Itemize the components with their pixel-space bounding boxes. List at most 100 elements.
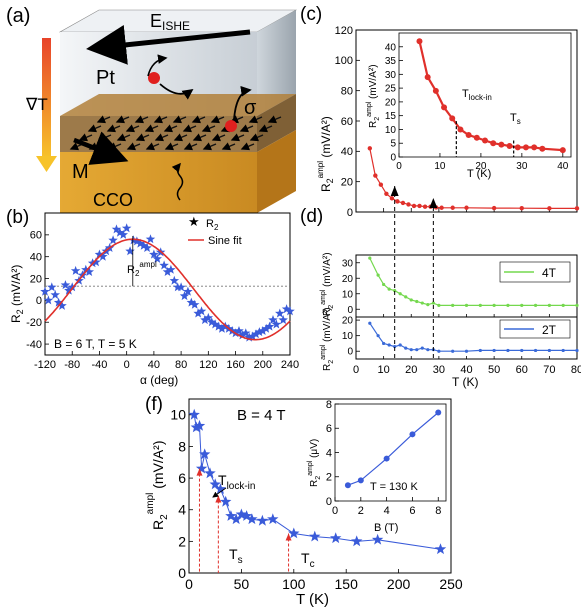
y-tick-label: 0 bbox=[36, 295, 42, 307]
y-tick-label: 120 bbox=[335, 25, 353, 37]
e-ishe-arrow bbox=[86, 25, 251, 65]
inset-data-point bbox=[482, 137, 488, 144]
y-tick-label: 0 bbox=[178, 565, 186, 581]
data-point-star bbox=[213, 321, 224, 331]
spin-arrow bbox=[202, 142, 217, 151]
spin-arrow bbox=[221, 142, 236, 151]
x-tick-label: 20 bbox=[405, 364, 417, 376]
y-tick-label: 20 bbox=[30, 273, 42, 285]
y-tick-label: 0 bbox=[347, 207, 353, 219]
f-xlabel: T (K) bbox=[296, 591, 329, 607]
spin-arrow bbox=[87, 124, 102, 133]
electron-upper bbox=[148, 72, 160, 84]
y-tick-label: 20 bbox=[342, 274, 354, 285]
x-tick-label: 0 bbox=[185, 576, 193, 592]
data-point-star bbox=[234, 326, 244, 335]
spin-arrow bbox=[153, 115, 168, 124]
data-point-star bbox=[251, 329, 261, 339]
inset-data-point bbox=[465, 131, 472, 138]
data-point bbox=[422, 204, 428, 209]
data-point bbox=[406, 202, 411, 207]
data-point bbox=[417, 203, 422, 209]
data-point bbox=[547, 206, 552, 211]
heat-wave-arrow bbox=[171, 162, 184, 201]
spin-arrow bbox=[248, 115, 263, 124]
x-tick-label: 10 bbox=[434, 161, 446, 172]
data-point bbox=[420, 346, 424, 350]
data-point-star bbox=[169, 275, 180, 285]
data-point-star bbox=[190, 421, 202, 433]
data-point bbox=[378, 182, 384, 187]
f-marker-lockin-label: Tlock-in bbox=[218, 472, 255, 492]
x-tick-label: 40 bbox=[557, 161, 569, 172]
ts-arrowhead bbox=[429, 198, 438, 208]
spin-arrow bbox=[173, 133, 188, 142]
data-point bbox=[426, 303, 430, 307]
data-point bbox=[398, 343, 402, 347]
spin-arrow bbox=[154, 133, 169, 142]
data-point bbox=[368, 321, 372, 325]
inset-data-point bbox=[383, 455, 390, 462]
data-point-star bbox=[210, 319, 220, 329]
marker-arrowhead bbox=[196, 468, 203, 476]
data-point bbox=[575, 348, 579, 353]
data-point-star bbox=[434, 543, 447, 555]
temperature-gradient-arrowhead bbox=[36, 156, 57, 172]
data-point-star bbox=[53, 297, 64, 307]
data-point-star bbox=[183, 286, 193, 296]
y-tick-label: 30 bbox=[385, 70, 397, 81]
f-inset-frame bbox=[334, 403, 447, 502]
data-point bbox=[451, 349, 455, 353]
data-point-star bbox=[193, 308, 203, 318]
x-tick-label: -40 bbox=[91, 359, 107, 371]
f-title: B = 4 T bbox=[237, 407, 286, 424]
spin-arrow bbox=[164, 142, 179, 151]
data-point bbox=[464, 303, 469, 307]
data-point bbox=[520, 348, 524, 353]
data-point bbox=[574, 206, 580, 211]
lockin-label-c: Tlock-in bbox=[462, 88, 492, 102]
data-point bbox=[376, 334, 380, 338]
y-tick-label: 0 bbox=[326, 496, 332, 508]
inset-data-point bbox=[506, 142, 513, 149]
panel-label-b: (b) bbox=[6, 207, 29, 228]
spin-arrow bbox=[210, 115, 225, 124]
y-tick-label: 10 bbox=[342, 289, 354, 300]
data-point bbox=[382, 282, 386, 287]
y-tick-label: 0 bbox=[390, 153, 396, 164]
data-point bbox=[575, 303, 579, 307]
spin-arrow bbox=[183, 142, 198, 151]
data-point bbox=[437, 349, 441, 353]
d1-legend-box bbox=[499, 261, 571, 283]
x-tick-label: 250 bbox=[439, 576, 463, 592]
inset-data-point bbox=[435, 409, 442, 416]
data-point bbox=[451, 303, 455, 307]
f-ylabel: R2ampl (mV/A²) bbox=[145, 441, 170, 530]
inset-data-point bbox=[531, 144, 538, 151]
y-tick-label: 80 bbox=[341, 86, 353, 98]
data-point-star bbox=[135, 238, 145, 248]
x-tick-label: 100 bbox=[282, 576, 306, 592]
x-tick-label: 20 bbox=[475, 161, 487, 172]
sigma-label: σ bbox=[244, 97, 257, 119]
data-point-star bbox=[43, 295, 54, 305]
f-data bbox=[188, 408, 447, 573]
d2-ylabel: R2ampl (mV/A²) bbox=[320, 307, 335, 371]
data-point-star bbox=[118, 229, 128, 239]
data-point bbox=[395, 199, 400, 204]
f-marker-tc-label: Tc bbox=[301, 550, 315, 570]
data-point-star bbox=[84, 267, 94, 276]
data-point-star bbox=[199, 448, 211, 460]
data-point-star bbox=[209, 478, 221, 490]
data-point bbox=[404, 295, 408, 299]
spin-arrow bbox=[239, 124, 254, 133]
spin-arrow bbox=[201, 124, 216, 133]
data-point bbox=[506, 303, 510, 307]
y-tick-label: 6 bbox=[326, 423, 332, 435]
x-tick-label: -120 bbox=[34, 359, 56, 371]
data-point bbox=[464, 349, 469, 353]
m-label: M bbox=[72, 161, 89, 183]
data-point-star bbox=[91, 257, 101, 267]
